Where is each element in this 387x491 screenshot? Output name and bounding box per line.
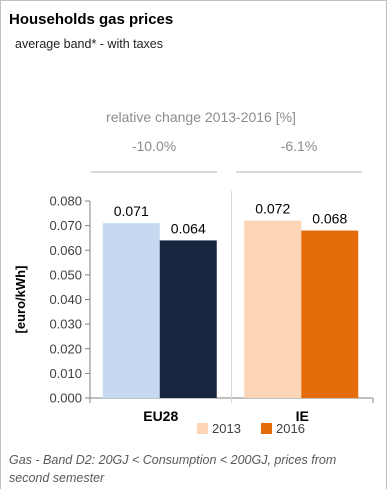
relative-change-underline-ie [236,171,362,173]
x-category-label: EU28 [143,408,178,424]
x-category-label: IE [296,408,309,424]
y-tick-label: 0.050 [49,267,82,282]
y-tick-label: 0.010 [49,366,82,381]
legend-label-2016: 2016 [276,421,305,436]
bar-eu28-2013 [102,223,160,398]
relative-change-eu28: -10.0% [131,138,177,154]
y-tick-label: 0.080 [49,194,82,209]
data-label-ie-2013: 0.072 [255,201,290,217]
y-tick-label: 0.070 [49,218,82,233]
y-tick-label: 0.040 [49,292,82,307]
legend-swatch-2013 [197,423,208,434]
bar-eu28-2016 [159,240,217,398]
chart-title: Households gas prices [9,11,174,28]
chart-subtitle: average band* - with taxes [15,37,164,51]
y-tick-label: 0.030 [49,317,82,332]
relative-change-ie: -6.1% [280,138,318,154]
y-tick-label: 0.000 [49,391,82,406]
data-label-eu28-2016: 0.064 [171,220,206,236]
legend-swatch-2016 [261,423,272,434]
legend-label-2013: 2013 [212,421,241,436]
footnote: Gas - Band D2: 20GJ < Consumption < 200G… [9,453,337,485]
data-label-ie-2016: 0.068 [312,211,347,227]
relative-change-title: relative change 2013-2016 [%] [106,109,296,125]
relative-change-underline-eu28 [91,171,217,173]
y-tick-label: 0.020 [49,341,82,356]
y-axis-title: [euro/kWh] [13,266,28,334]
y-tick-label: 0.060 [49,243,82,258]
bar-ie-2016 [301,230,359,398]
bar-ie-2013 [244,220,302,398]
data-label-eu28-2013: 0.071 [114,203,149,219]
